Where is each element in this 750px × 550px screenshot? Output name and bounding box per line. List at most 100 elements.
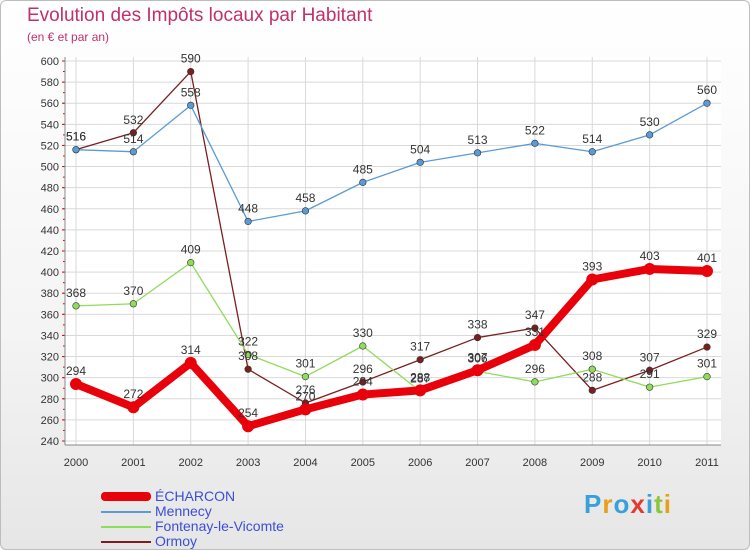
data-label-3: 307 [640, 350, 660, 364]
legend-swatch-ormoy [101, 541, 151, 543]
data-point-0 [242, 420, 255, 433]
x-tick-label: 2004 [293, 457, 317, 469]
data-point-2 [646, 383, 654, 391]
y-tick-label: 520 [41, 140, 59, 152]
data-point-3 [416, 356, 424, 364]
data-point-1 [301, 207, 310, 215]
data-point-1 [129, 148, 137, 156]
data-label-0: 294 [66, 364, 86, 378]
data-label-0: 393 [582, 260, 602, 274]
data-label-3: 516 [66, 130, 86, 144]
data-point-0 [414, 384, 427, 397]
y-tick-label: 420 [41, 246, 59, 258]
data-label-0: 307 [468, 350, 488, 364]
series-line-0 [72, 264, 711, 431]
data-point-1 [646, 131, 654, 139]
data-point-1 [244, 217, 252, 226]
series-line-1 [75, 102, 708, 223]
data-label-2: 306 [468, 351, 488, 365]
data-label-2: 368 [66, 286, 86, 300]
x-tick-label: 2000 [64, 457, 88, 469]
data-label-0: 272 [123, 387, 143, 401]
data-point-3 [359, 378, 367, 386]
y-tick-label: 440 [41, 225, 59, 237]
logo-letter: o [613, 489, 631, 519]
data-label-0: 288 [410, 370, 430, 384]
data-point-0 [356, 388, 369, 401]
data-label-1: 560 [697, 83, 717, 97]
y-tick-label: 460 [41, 204, 59, 216]
x-tick-label: 2008 [523, 457, 547, 469]
data-label-3: 338 [468, 318, 488, 332]
data-point-0 [643, 262, 656, 275]
data-label-2: 301 [295, 357, 315, 371]
data-point-1 [473, 149, 482, 157]
y-tick-label: 400 [41, 267, 59, 279]
data-label-2: 370 [123, 284, 143, 298]
data-label-3: 276 [295, 383, 315, 397]
legend-label-fontenay: Fontenay-le-Vicomte [155, 518, 284, 534]
y-tick-label: 240 [41, 436, 59, 448]
y-tick-label: 540 [41, 119, 59, 131]
data-point-1 [359, 178, 367, 186]
data-label-2: 322 [238, 334, 258, 348]
data-point-0 [528, 338, 541, 351]
x-tick-label: 2005 [351, 457, 375, 469]
data-label-2: 330 [353, 326, 373, 340]
data-point-3 [703, 343, 711, 351]
data-label-1: 514 [582, 132, 602, 146]
data-label-3: 317 [410, 340, 430, 354]
logo-letter: i [663, 489, 672, 519]
logo-letter: x [630, 489, 646, 519]
data-label-2: 287 [410, 371, 430, 385]
y-tick-label: 560 [41, 98, 59, 110]
data-point-3 [187, 67, 195, 76]
x-tick-label: 2011 [695, 457, 719, 469]
y-tick-label: 280 [41, 394, 59, 406]
data-point-0 [70, 378, 82, 390]
x-tick-label: 2002 [178, 457, 202, 469]
x-tick-label: 2003 [236, 457, 260, 469]
data-point-1 [187, 101, 195, 109]
legend-label-ormoy: Ormoy [155, 533, 197, 549]
data-point-0 [586, 273, 599, 286]
logo-letter: t [654, 489, 664, 519]
y-tick-label: 300 [41, 373, 59, 385]
data-point-3 [473, 333, 482, 342]
data-label-3: 308 [238, 349, 258, 363]
data-label-3: 329 [697, 327, 717, 341]
data-point-2 [588, 365, 596, 373]
data-label-0: 270 [295, 389, 315, 403]
data-point-2 [244, 350, 252, 359]
data-point-1 [416, 158, 424, 166]
logo-letter: i [645, 489, 655, 519]
y-tick-label: 480 [41, 183, 59, 195]
x-tick-label: 2010 [637, 457, 661, 469]
data-point-0 [127, 401, 140, 414]
legend-swatch-mennecy [101, 511, 151, 513]
data-label-2: 308 [582, 349, 602, 363]
x-tick-label: 2001 [121, 457, 145, 469]
data-label-2: 291 [640, 367, 660, 381]
data-label-1: 516 [66, 130, 86, 144]
data-label-1: 530 [640, 115, 660, 129]
data-label-3: 347 [525, 308, 545, 322]
data-point-0 [299, 403, 312, 416]
data-point-2 [359, 342, 367, 350]
y-tick-label: 600 [41, 56, 59, 68]
data-point-0 [471, 364, 484, 377]
data-label-3: 532 [123, 113, 143, 127]
series-line-3 [75, 70, 708, 404]
data-label-1: 485 [353, 162, 373, 176]
data-point-1 [588, 148, 596, 156]
data-label-3: 296 [353, 362, 373, 376]
y-tick-label: 260 [41, 415, 59, 427]
x-tick-label: 2006 [408, 457, 432, 469]
y-tick-label: 340 [41, 330, 59, 342]
legend-label-mennecy: Mennecy [155, 503, 212, 519]
legend-swatch-echarcon [101, 492, 151, 501]
data-point-1 [72, 146, 80, 154]
data-point-3 [531, 324, 539, 332]
series-line-2 [75, 261, 708, 393]
